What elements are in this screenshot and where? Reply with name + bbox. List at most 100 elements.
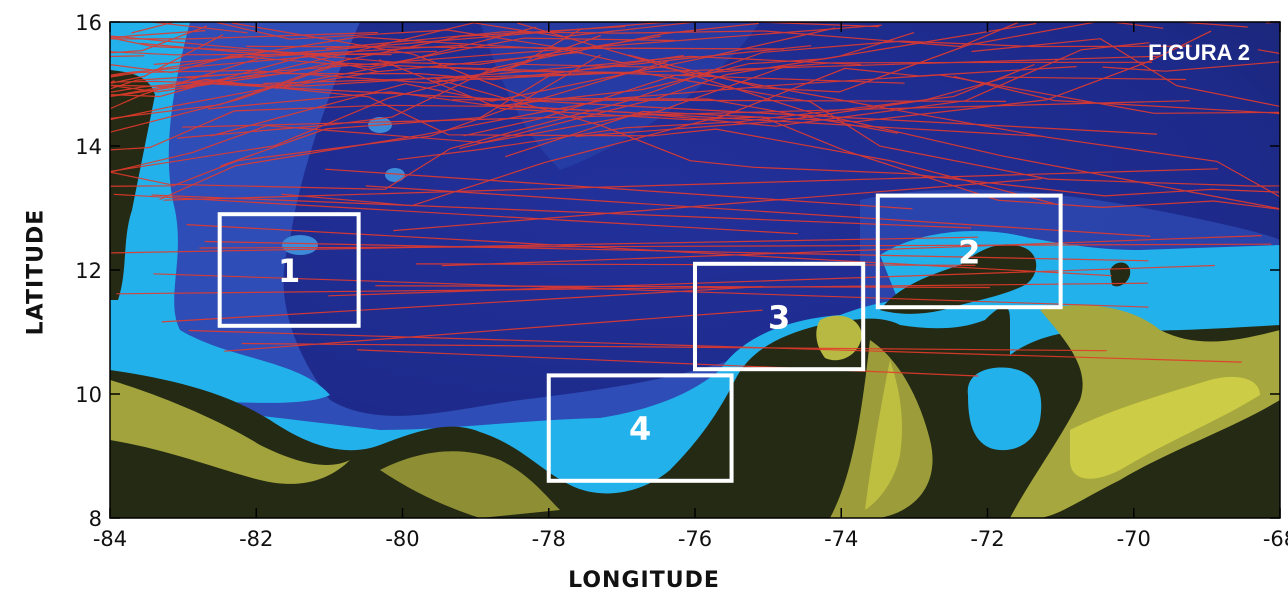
- x-tick-label: -74: [824, 527, 858, 551]
- hurricane-track: [393, 178, 1042, 232]
- hurricane-track: [432, 77, 1280, 197]
- region-label-2: 2: [958, 233, 980, 271]
- hurricane-track: [575, 76, 1187, 137]
- study-regions: 1 2 3 4: [217, 193, 1063, 483]
- hurricane-track: [245, 45, 784, 50]
- y-tick-label: 16: [75, 11, 102, 35]
- hurricane-track: [113, 193, 799, 235]
- shelf-bank-2: [385, 168, 405, 182]
- hurricane-track: [397, 63, 1035, 161]
- hurricane-track: [110, 25, 208, 54]
- hurricane-track: [163, 168, 1219, 201]
- hurricane-track: [328, 264, 1215, 297]
- land-nicaragua-coast: [110, 70, 155, 300]
- map-layers: 1 2 3 4: [110, 22, 1280, 518]
- hurricane-track: [365, 185, 1151, 237]
- hurricane-track: [207, 22, 1037, 110]
- hurricane-track: [1102, 61, 1280, 72]
- hurricane-track: [161, 285, 764, 323]
- x-tick-label: -80: [385, 527, 419, 551]
- hurricane-track: [431, 66, 905, 84]
- hurricane-track: [110, 35, 661, 78]
- hurricane-track: [452, 99, 1007, 102]
- hurricane-track: [151, 194, 972, 229]
- hurricane-track: [241, 342, 1107, 352]
- region-box-2: [875, 193, 1063, 310]
- hurricane-track: [110, 22, 880, 88]
- x-tick-label: -82: [239, 527, 273, 551]
- hurricane-track: [110, 44, 463, 110]
- hurricane-track: [263, 55, 1161, 85]
- x-tick-label: -68: [1263, 527, 1288, 551]
- y-tick-label: 14: [75, 135, 102, 159]
- hurricane-track: [188, 329, 1242, 363]
- hurricane-track: [186, 224, 1112, 277]
- lake-maracaibo: [967, 367, 1042, 451]
- region-box-4: [546, 373, 734, 483]
- hurricane-track: [484, 103, 1042, 137]
- region-box-1: [217, 212, 361, 328]
- hurricane-track: [182, 81, 1158, 135]
- land-guajira-peninsula: [880, 244, 1037, 314]
- hurricane-track: [110, 53, 345, 76]
- hurricane-track: [110, 45, 812, 93]
- hurricane-track: [110, 60, 668, 187]
- figure-label: FIGURA 2: [1148, 40, 1250, 65]
- hurricane-track: [111, 236, 979, 254]
- hurricane-track: [953, 75, 1280, 115]
- hurricane-track: [110, 55, 861, 87]
- hurricane-track: [110, 37, 675, 74]
- hurricane-track: [441, 235, 1262, 267]
- hurricane-track: [110, 31, 378, 40]
- hurricane-track: [232, 22, 899, 134]
- hurricane-track: [110, 54, 601, 151]
- hurricane-tracks: [110, 22, 1280, 377]
- hurricane-track: [210, 27, 836, 137]
- hurricane-track: [214, 80, 1055, 205]
- y-tick-label: 8: [89, 507, 102, 531]
- highland-andes-core: [1070, 376, 1260, 479]
- hurricane-track: [153, 22, 676, 65]
- hurricane-track: [110, 26, 537, 121]
- region-box-3: [693, 261, 866, 372]
- shelf-nicaragua: [110, 22, 330, 403]
- x-tick-label: -70: [1117, 527, 1151, 551]
- highland-panama: [380, 451, 560, 518]
- hurricane-track: [971, 38, 1280, 108]
- hurricane-track: [378, 59, 1280, 210]
- x-tick-label: -72: [970, 527, 1004, 551]
- hurricane-track: [199, 243, 1272, 249]
- hurricane-track: [356, 349, 979, 377]
- highland-cordillera: [865, 360, 902, 510]
- hurricane-track: [110, 35, 290, 54]
- hurricane-track: [375, 285, 990, 289]
- hurricane-track: [110, 34, 601, 84]
- mid-depth-band-north: [480, 22, 760, 170]
- hurricane-track: [110, 51, 583, 97]
- x-tick-label: -76: [678, 527, 712, 551]
- hurricane-track: [517, 22, 1280, 210]
- hurricane-track: [159, 22, 1248, 201]
- x-axis-title: LONGITUDE: [568, 568, 720, 593]
- hurricane-track: [110, 30, 206, 40]
- hurricane-track: [459, 32, 915, 150]
- y-tick-label: 12: [75, 259, 102, 283]
- y-tick-label: 10: [75, 383, 102, 407]
- hurricane-track: [110, 36, 126, 38]
- region-label-3: 3: [768, 299, 790, 337]
- hurricane-track: [185, 24, 882, 79]
- hurricane-track: [220, 55, 684, 167]
- hurricane-track: [110, 34, 224, 84]
- x-axis: -84 -82 -80 -78 -76 -74 -72 -70 -68: [93, 22, 1288, 551]
- x-tick-label: -84: [93, 527, 127, 551]
- hurricane-track: [513, 63, 1280, 198]
- hurricane-track: [110, 55, 380, 98]
- y-axis-title: LATITUDE: [23, 208, 49, 336]
- region-label-4: 4: [629, 410, 651, 448]
- hurricane-track: [153, 273, 1149, 308]
- hurricane-track: [325, 22, 1164, 50]
- hurricane-track: [110, 66, 784, 173]
- region-label-1: 1: [278, 252, 300, 290]
